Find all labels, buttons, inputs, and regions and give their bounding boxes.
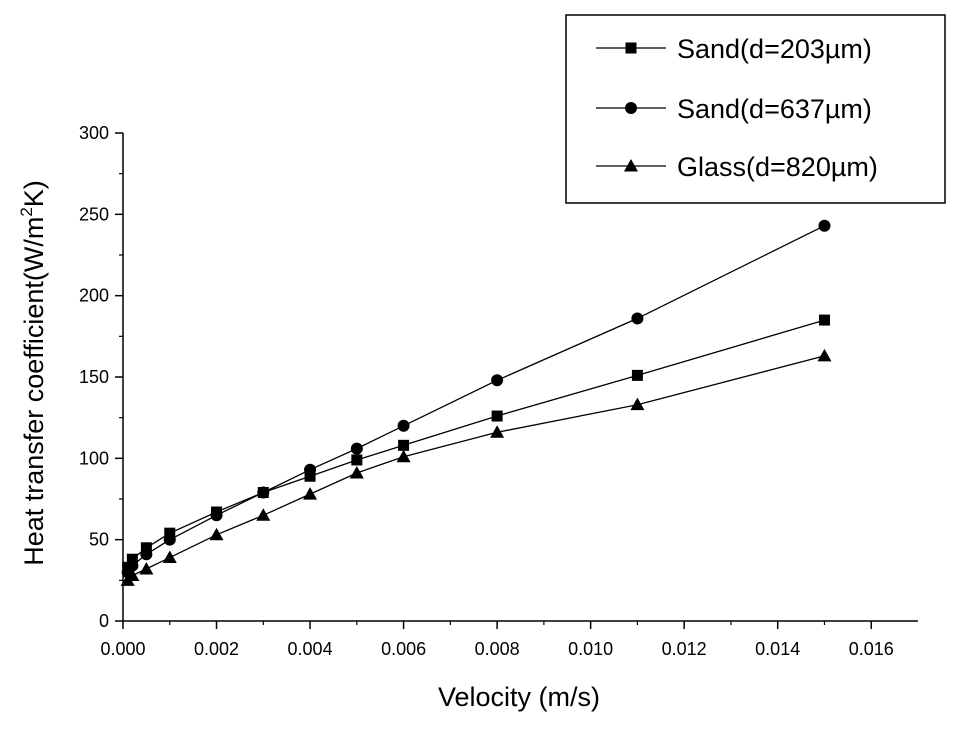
series-line-sand-203: [127, 319, 825, 568]
x-tick-label: 0.014: [755, 639, 800, 659]
data-point-sand-637: [491, 374, 504, 387]
series-line-sand-637: [127, 225, 825, 573]
y-tick-label: 0: [99, 611, 109, 631]
data-point-sand-203: [126, 553, 138, 565]
data-point-sand-637: [210, 509, 223, 522]
series-layer: [120, 219, 832, 586]
data-point-sand-637: [818, 219, 831, 232]
data-point-sand-203: [491, 410, 503, 422]
data-point-sand-637: [397, 419, 410, 432]
series-sand-637: [121, 219, 831, 579]
data-point-sand-637: [631, 312, 644, 325]
y-tick-label: 150: [79, 367, 109, 387]
data-point-sand-637: [126, 559, 139, 572]
data-point-glass-820: [256, 508, 271, 521]
legend-item-glass-820: Glass(d=820µm): [596, 152, 878, 182]
legend-marker-sand-637: [625, 102, 637, 114]
data-point-sand-637: [350, 442, 363, 455]
y-tick-label: 200: [79, 286, 109, 306]
y-tick-label: 50: [89, 530, 109, 550]
data-point-sand-637: [257, 486, 270, 499]
legend: Sand(d=203µm) Sand(d=637µm) Glass(d=820µm): [565, 14, 946, 204]
legend-label-glass-820: Glass(d=820µm): [677, 152, 878, 182]
x-tick-label: 0.002: [194, 639, 239, 659]
y-axis-title-tail: K): [19, 180, 49, 207]
x-tick-label: 0.008: [475, 639, 520, 659]
legend-label-sand-203: Sand(d=203µm): [677, 34, 872, 64]
data-point-sand-637: [140, 548, 153, 561]
plot-frame: [122, 133, 918, 622]
y-axis-title: Heat transfer coefficient(W/m2K): [17, 180, 49, 566]
x-tick-label: 0.000: [100, 639, 145, 659]
data-point-sand-203: [631, 369, 643, 381]
x-tick-label: 0.010: [568, 639, 613, 659]
data-point-glass-820: [303, 487, 318, 500]
x-axis: 0.000 0.002 0.004 0.006 0.008 0.010 0.012 0.014…: [100, 621, 894, 659]
data-point-glass-820: [209, 527, 224, 541]
data-point-glass-820: [125, 568, 140, 581]
data-point-glass-820: [396, 449, 411, 463]
legend-marker-sand-203: [625, 42, 637, 54]
data-point-glass-820: [630, 397, 645, 411]
data-point-glass-820: [490, 425, 505, 438]
legend-marker-glass-820: [624, 159, 638, 172]
legend-label-sand-637: Sand(d=637µm): [677, 94, 872, 124]
x-tick-label: 0.004: [288, 639, 333, 659]
data-point-sand-203: [818, 314, 830, 326]
series-sand-203: [122, 314, 830, 573]
data-point-sand-203: [351, 454, 363, 466]
y-axis-title-main: Heat transfer coefficient(W/m: [19, 217, 49, 566]
data-point-glass-820: [139, 561, 154, 575]
legend-item-sand-203: Sand(d=203µm): [596, 34, 872, 64]
data-point-glass-820: [817, 348, 832, 362]
x-axis-title: Velocity (m/s): [438, 682, 600, 712]
y-tick-label: 300: [79, 123, 109, 143]
data-point-sand-637: [163, 533, 176, 546]
x-tick-label: 0.016: [849, 639, 894, 659]
series-line-glass-820: [127, 355, 825, 581]
y-tick-label: 100: [79, 448, 109, 468]
legend-item-sand-637: Sand(d=637µm): [596, 94, 872, 124]
x-tick-label: 0.012: [662, 639, 707, 659]
y-tick-label: 250: [79, 204, 109, 224]
data-point-sand-203: [304, 470, 316, 482]
data-point-sand-203: [140, 542, 152, 554]
x-tick-label: 0.006: [381, 639, 426, 659]
y-axis: 0 50 100 150 200 250 300: [79, 123, 123, 631]
series-glass-820: [120, 348, 832, 586]
data-point-glass-820: [162, 550, 177, 564]
data-point-glass-820: [349, 465, 364, 479]
data-point-sand-203: [164, 527, 176, 539]
data-point-sand-203: [398, 439, 410, 451]
y-axis-title-superscript: 2: [17, 207, 36, 216]
data-point-sand-637: [304, 463, 317, 476]
